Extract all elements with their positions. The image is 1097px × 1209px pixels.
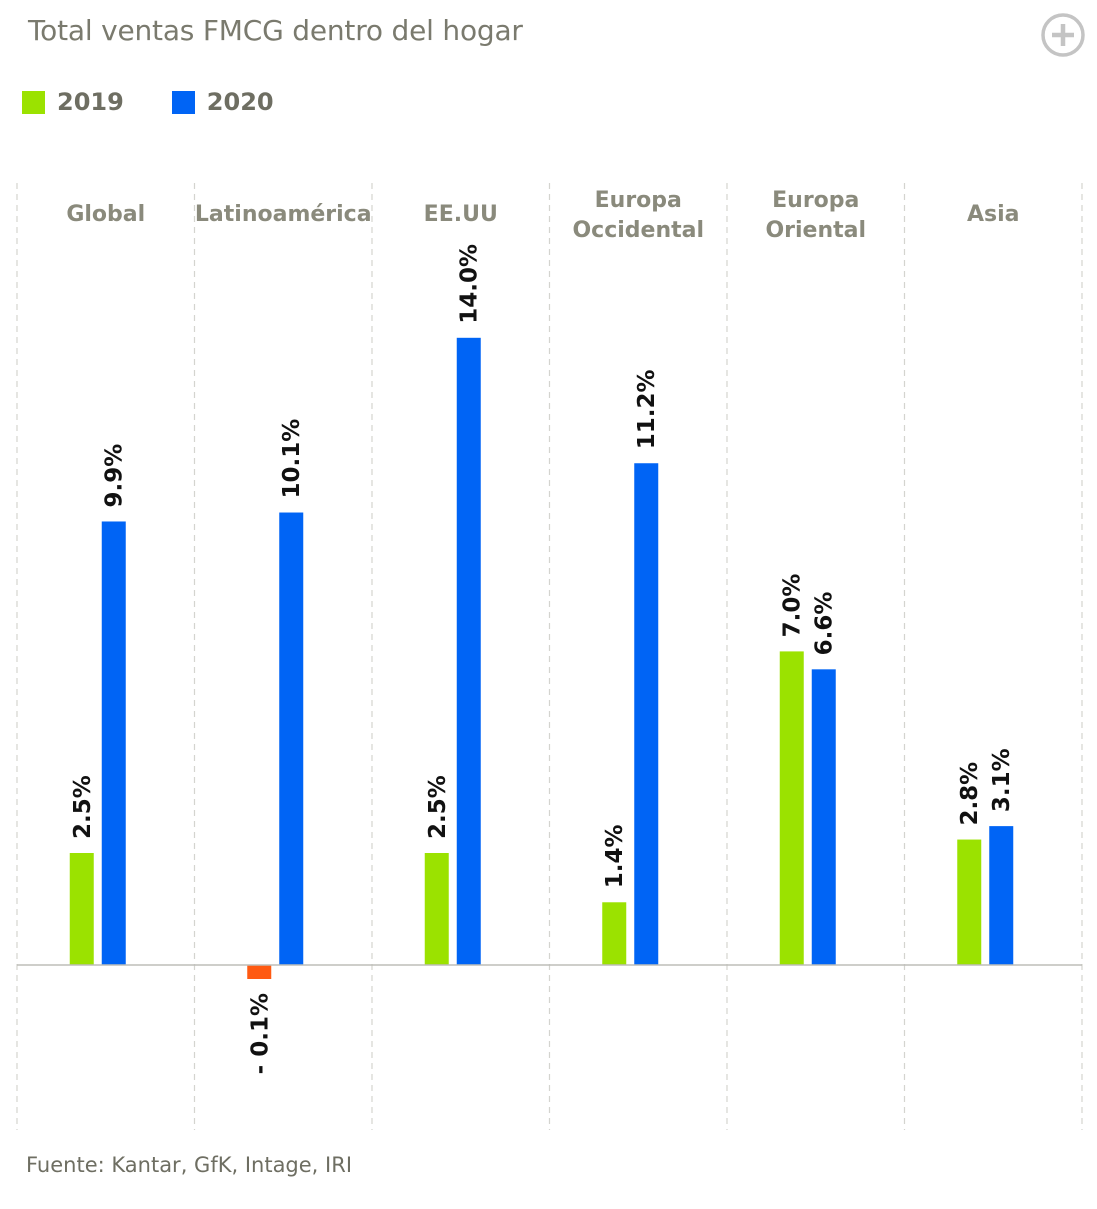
bar-chart: Global Latinoamérica EE.UU Europa Occidental… bbox=[16, 183, 1083, 1130]
bar-2020 bbox=[989, 826, 1014, 965]
data-label: 11.2% bbox=[634, 369, 660, 449]
bar-2019 bbox=[602, 902, 627, 965]
bar-2019 bbox=[957, 839, 982, 965]
category-label: Latinoamérica bbox=[195, 202, 372, 227]
data-label: 10.1% bbox=[279, 419, 305, 499]
data-label: - 0.1% bbox=[247, 993, 273, 1074]
data-label: 6.6% bbox=[812, 592, 838, 656]
bar-2020 bbox=[634, 463, 659, 965]
plus-circle-icon[interactable] bbox=[1040, 12, 1086, 58]
data-label: 1.4% bbox=[602, 824, 628, 888]
bar-2020 bbox=[101, 521, 126, 965]
bar-2020 bbox=[279, 512, 304, 965]
category-label: Occidental bbox=[572, 218, 704, 243]
legend-item-2019: 2019 bbox=[22, 88, 124, 116]
data-label: 7.0% bbox=[780, 574, 806, 638]
bar-2020 bbox=[811, 669, 836, 965]
category-label: Europa bbox=[772, 188, 859, 213]
data-label: 2.8% bbox=[957, 762, 983, 826]
category-label: Global bbox=[66, 202, 145, 227]
category-label: Europa bbox=[595, 188, 682, 213]
legend-item-2020: 2020 bbox=[171, 88, 274, 116]
legend-swatch-2019 bbox=[22, 90, 45, 114]
category-label: Asia bbox=[967, 202, 1020, 227]
bar-2019 bbox=[69, 853, 94, 965]
legend-swatch-2020 bbox=[171, 90, 195, 114]
data-label: 2.5% bbox=[425, 775, 451, 839]
bar-2019 bbox=[247, 965, 272, 979]
bar-2020 bbox=[456, 337, 481, 965]
legend-label-2020: 2020 bbox=[206, 88, 274, 116]
data-label: 2.5% bbox=[70, 775, 96, 839]
data-label: 3.1% bbox=[989, 748, 1015, 812]
source-note: Fuente: Kantar, GfK, Intage, IRI bbox=[26, 1153, 353, 1177]
category-label: Oriental bbox=[765, 218, 866, 243]
bar-2019 bbox=[424, 853, 449, 965]
legend-label-2019: 2019 bbox=[57, 88, 124, 116]
bar-2019 bbox=[779, 651, 804, 965]
chart-title: Total ventas FMCG dentro del hogar bbox=[28, 14, 523, 47]
data-label: 14.0% bbox=[457, 244, 483, 324]
chart-legend: 2019 2020 bbox=[22, 88, 322, 116]
data-label: 9.9% bbox=[102, 444, 128, 508]
category-label: EE.UU bbox=[424, 202, 498, 227]
